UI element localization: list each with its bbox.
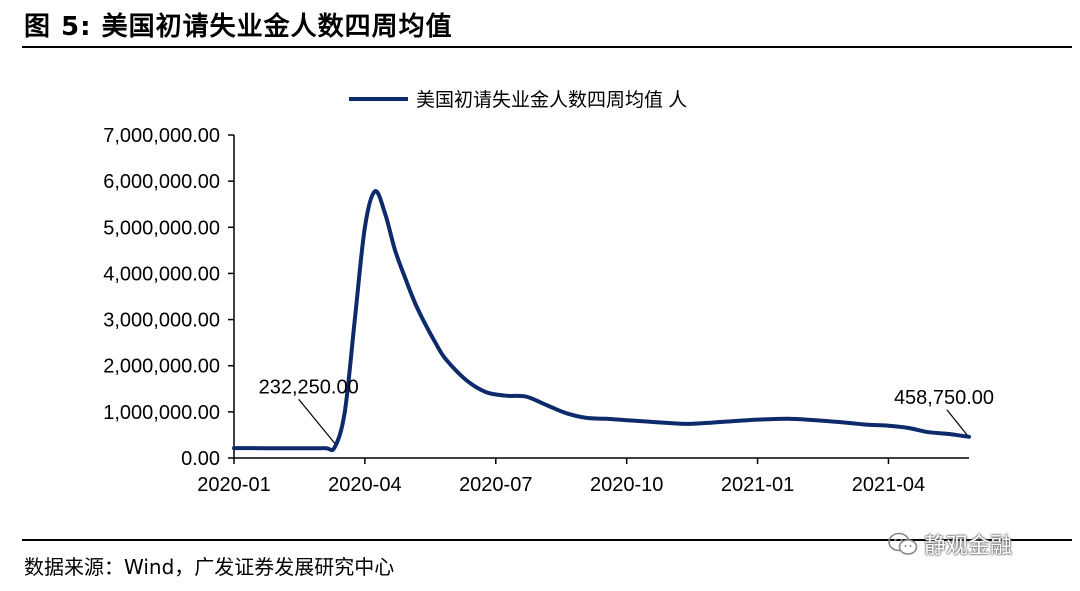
y-tick-label: 3,000,000.00 — [103, 310, 220, 332]
annotation-label: 458,750.00 — [894, 387, 994, 409]
y-tick-label: 0.00 — [181, 448, 220, 470]
y-tick-label: 5,000,000.00 — [103, 217, 220, 239]
annotation-leader — [946, 409, 968, 436]
watermark-text: 静观金融 — [924, 534, 1013, 559]
y-tick-label: 6,000,000.00 — [103, 171, 220, 193]
x-tick-label: 2020-07 — [459, 474, 532, 496]
line-chart: 美国初请失业金人数四周均值 人 0.00 1,000,000.00 2,000,00… — [103, 89, 994, 496]
x-tick-label: 2021-01 — [721, 474, 794, 496]
y-tick-label: 7,000,000.00 — [103, 125, 220, 147]
annotation-leader — [298, 398, 336, 444]
x-tick-label: 2020-04 — [328, 474, 401, 496]
x-axis: 2020-01 2020-04 2020-07 2020-10 2021-01 2021-… — [197, 457, 969, 496]
legend-label: 美国初请失业金人数四周均值 人 — [416, 89, 687, 111]
watermark: 静观金融 — [888, 528, 1012, 560]
y-tick-label: 4,000,000.00 — [103, 263, 220, 285]
x-tick-label: 2020-10 — [590, 474, 663, 496]
series-line — [232, 189, 971, 453]
source-note: 数据来源：Wind，广发证券发展研究中心 — [24, 555, 395, 579]
annotations: 232,250.00 458,750.00 — [259, 376, 994, 444]
bottom-rule — [22, 539, 1072, 541]
chat-bubble-icon — [888, 532, 918, 555]
figure-title: 图 5: 美国初请失业金人数四周均值 — [24, 12, 453, 42]
legend: 美国初请失业金人数四周均值 人 — [349, 89, 687, 111]
x-tick-label: 2021-04 — [852, 474, 925, 496]
y-tick-label: 1,000,000.00 — [103, 402, 220, 424]
y-tick-label: 2,000,000.00 — [103, 356, 220, 378]
y-axis: 0.00 1,000,000.00 2,000,000.00 3,000,000.00… — [103, 125, 235, 470]
top-rule — [22, 46, 1072, 48]
annotation-label: 232,250.00 — [259, 376, 359, 398]
x-tick-label: 2020-01 — [197, 474, 270, 496]
